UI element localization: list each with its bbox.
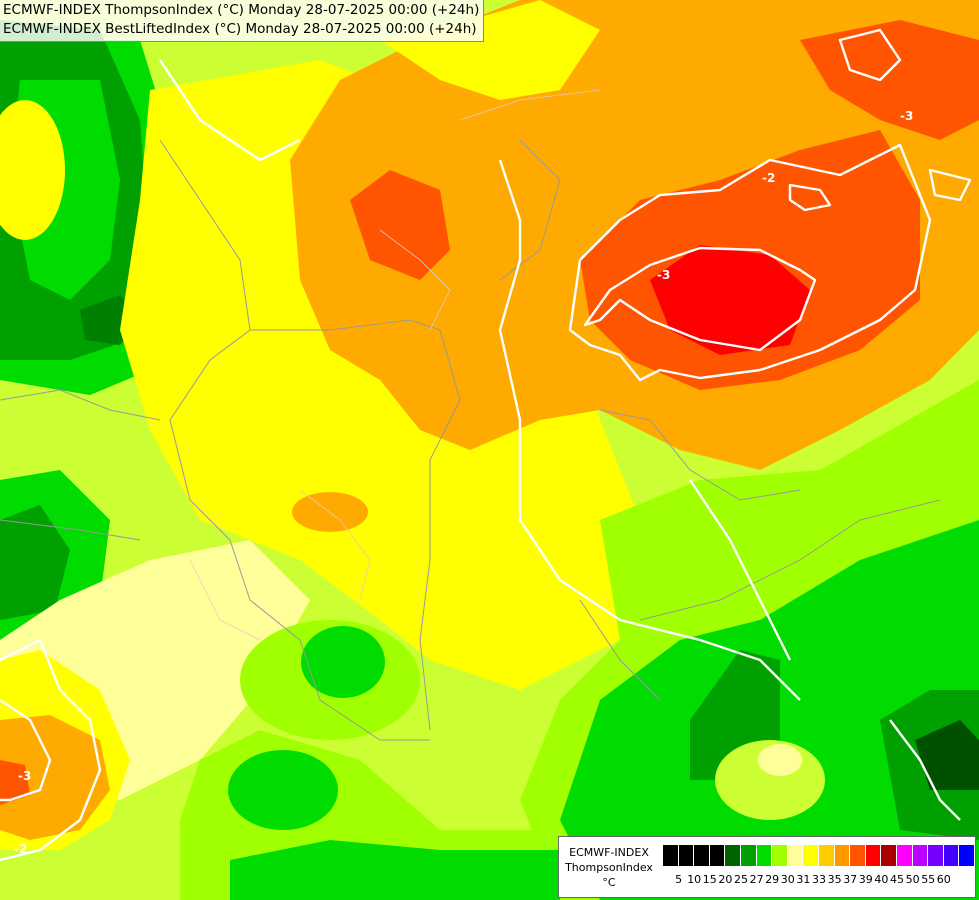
field-red-core [650, 245, 810, 355]
legend-swatch [709, 845, 726, 866]
field-paleyellow-east-blob [758, 744, 802, 776]
field-orange-sw [0, 715, 110, 840]
legend-tick-label: 29 [765, 873, 780, 886]
contour-label: -3 [900, 109, 913, 123]
country-borders [0, 139, 941, 741]
legend-swatch [725, 845, 741, 866]
legend-title-line2: ThompsonIndex [565, 861, 653, 874]
legend-tick-label: 5 [675, 873, 683, 886]
contour-label: -2 [762, 171, 775, 185]
contour-label: -2 [14, 842, 27, 856]
legend-swatch [959, 845, 975, 866]
contour-label: -3 [18, 769, 31, 783]
legend-tick-label: 45 [890, 873, 904, 886]
legend-title-line3: °C [602, 876, 616, 889]
legend-tick-label: 20 [718, 873, 733, 886]
legend-swatch [834, 845, 851, 866]
legend-swatch [865, 845, 882, 866]
legend-swatch [850, 845, 866, 866]
legend-tick-label: 40 [874, 873, 889, 886]
legend-swatch [819, 845, 835, 866]
legend-swatch [772, 845, 788, 866]
contour-label: -3 [657, 268, 670, 282]
legend-tick-label: 31 [796, 873, 811, 886]
map-title-box: ECMWF-INDEX ThompsonIndex (°C) Monday 28… [0, 0, 485, 42]
color-legend: ECMWF-INDEX ThompsonIndex °C 5 10 15 20 25 27… [558, 836, 976, 898]
field-green-se-darkest [915, 720, 979, 790]
legend-tick-label: 55 [921, 873, 936, 886]
legend-tick-label: 50 [905, 873, 920, 886]
legend-swatch [787, 845, 804, 866]
legend-title: ECMWF-INDEX ThompsonIndex °C [561, 845, 657, 890]
admin-borders [189, 89, 601, 641]
legend-swatch [756, 845, 773, 866]
legend-swatch [897, 845, 913, 866]
legend-title-line1: ECMWF-INDEX [569, 846, 649, 859]
legend-tick-label: 27 [749, 873, 764, 886]
legend-swatch [943, 845, 960, 866]
map-title-line1: ECMWF-INDEX ThompsonIndex (°C) Monday 28… [3, 2, 480, 18]
legend-swatch [694, 845, 710, 866]
field-green-sw-dark [0, 505, 70, 620]
field-green-south-strip [230, 840, 560, 900]
legend-tick-label: 10 [687, 873, 702, 886]
legend-swatch [928, 845, 944, 866]
legend-swatch [881, 845, 897, 866]
field-green-south [301, 626, 385, 698]
legend-tick-label: 15 [702, 873, 717, 886]
legend-swatch [912, 845, 929, 866]
field-green-south2 [228, 750, 338, 830]
legend-tick-label: 33 [812, 873, 826, 886]
map-title-line2: ECMWF-INDEX BestLiftedIndex (°C) Monday … [3, 21, 477, 37]
legend-tick-label: 37 [843, 873, 858, 886]
field-yellow-north-strip [380, 0, 600, 100]
contour-lines [0, 28, 972, 862]
legend-swatch [803, 845, 819, 866]
field-orange-blob [292, 492, 368, 532]
legend-swatch [663, 845, 679, 866]
legend-tick-label: 60 [936, 873, 951, 886]
legend-tick-label: 35 [827, 873, 842, 886]
legend-swatch [741, 845, 757, 866]
field-yellow-west-blob [0, 100, 65, 240]
legend-tick-label: 25 [734, 873, 748, 886]
field-orangered-ne [800, 20, 979, 140]
field-orangered-north [350, 170, 450, 280]
legend-tick-label: 30 [780, 873, 795, 886]
legend-tick-label: 39 [858, 873, 873, 886]
field-orangered-sw [0, 760, 30, 805]
contour-labels: -2 -3 -3 -2 -3 [14, 109, 913, 856]
legend-swatch [678, 845, 695, 866]
